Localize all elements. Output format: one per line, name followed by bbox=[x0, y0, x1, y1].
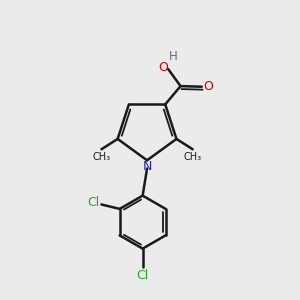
Text: CH₃: CH₃ bbox=[184, 152, 202, 163]
Text: N: N bbox=[142, 160, 152, 173]
Text: Cl: Cl bbox=[136, 268, 149, 282]
Text: Cl: Cl bbox=[87, 196, 99, 209]
Text: CH₃: CH₃ bbox=[92, 152, 110, 163]
Text: H: H bbox=[169, 50, 178, 63]
Text: O: O bbox=[203, 80, 213, 93]
Text: O: O bbox=[158, 61, 168, 74]
